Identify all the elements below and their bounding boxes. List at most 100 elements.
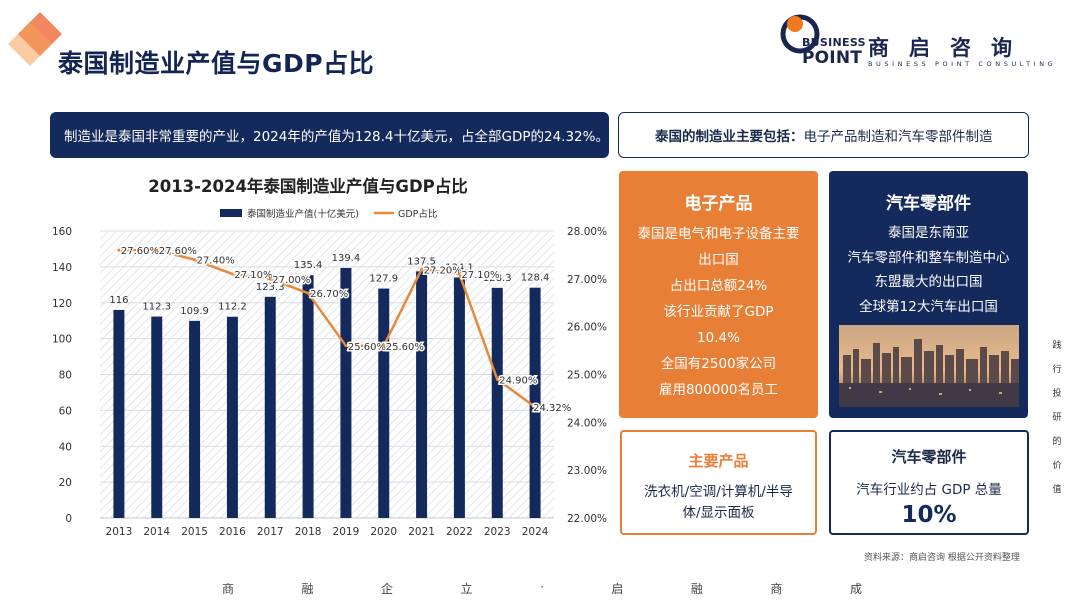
- bar-data-label: 127.9: [369, 274, 398, 285]
- y-left-tick-label: 40: [59, 441, 72, 453]
- electronics-line: 10.4%: [697, 330, 740, 346]
- electronics-card: 电子产品 泰国是电气和电子设备主要 出口国 占出口总额24% 该行业贡献了GDP…: [619, 171, 818, 418]
- bar-manufacturing-output: [189, 320, 201, 518]
- y-right-tick-label: 22.00%: [567, 513, 607, 525]
- bar-data-label: 134.1: [445, 262, 474, 273]
- chart-title: 2013-2024年泰国制造业产值与GDP占比: [148, 176, 468, 196]
- x-tick-label: 2022: [446, 526, 473, 538]
- auto-parts-line: 东盟最大的出口国: [874, 274, 983, 290]
- main-products-title: 主要产品: [688, 452, 749, 470]
- line-data-label: 26.70%: [310, 289, 348, 300]
- legend-label-line: GDP占比: [398, 208, 437, 220]
- footer-slogan-char: ·: [540, 580, 544, 594]
- auto-gdp-share-desc: 汽车行业约占 GDP 总量: [856, 482, 1002, 498]
- line-data-label: 27.60%: [159, 246, 197, 257]
- x-tick-label: 2023: [484, 526, 511, 538]
- line-data-label: 27.40%: [197, 256, 235, 267]
- line-data-label: 27.20%: [424, 265, 462, 276]
- gdp-share-point: [457, 272, 461, 276]
- bar-manufacturing-output: [491, 287, 503, 518]
- footer-slogan-char: 商: [770, 582, 783, 596]
- line-data-label: 25.60%: [386, 342, 424, 353]
- vertical-slogan-char: 的: [1052, 437, 1062, 447]
- y-right-tick-label: 28.00%: [567, 226, 607, 238]
- legend-label-bars: 泰国制造业产值(十亿美元): [247, 208, 359, 220]
- footer-slogan-char: 立: [460, 582, 473, 596]
- electronics-line: 全国有2500家公司: [660, 356, 777, 372]
- vertical-slogan: 践 行 投 研 的 价 值: [1051, 338, 1063, 506]
- footer-slogan-char: 启: [611, 582, 624, 596]
- auto-parts-line: 全球第12大汽车出口国: [859, 298, 998, 315]
- electronics-line: 出口国: [698, 252, 739, 268]
- gdp-share-point: [193, 258, 197, 262]
- y-right-tick-label: 23.00%: [567, 465, 607, 477]
- x-tick-label: 2014: [143, 526, 170, 538]
- bar-data-label: 123.3: [256, 282, 285, 293]
- footer-slogan-char: 融: [690, 582, 703, 596]
- vertical-slogan-char: 行: [1052, 365, 1062, 375]
- bar-data-label: 135.4: [294, 260, 323, 271]
- electronics-title: 电子产品: [684, 194, 753, 214]
- y-right-tick-label: 27.00%: [567, 274, 607, 286]
- summary-text: 制造业是泰国非常重要的产业，2024年的产值为128.4十亿美元，占全部GDP的…: [64, 129, 609, 145]
- bar-manufacturing-output: [226, 316, 238, 518]
- auto-parts-lines: 泰国是东南亚 汽车零部件和整车制造中心 东盟最大的出口国 全球第12大汽车出口国: [829, 221, 1028, 319]
- gdp-share-point: [344, 344, 348, 348]
- line-data-label: 25.60%: [348, 342, 386, 353]
- auto-parts-line: 汽车零部件和整车制造中心: [847, 249, 1010, 266]
- auto-parts-title: 汽车零部件: [886, 194, 971, 214]
- bar-manufacturing-output: [302, 275, 314, 518]
- gdp-share-point: [495, 377, 499, 381]
- bar-manufacturing-output: [113, 309, 125, 518]
- line-data-label: 24.90%: [499, 375, 537, 386]
- line-data-label: 27.10%: [461, 270, 499, 281]
- summary-bar: 制造业是泰国非常重要的产业，2024年的产值为128.4十亿美元，占全部GDP的…: [50, 112, 609, 158]
- bar-data-label: 109.9: [180, 306, 209, 317]
- logo-tagline: BUSINESS POINT CONSULTING: [868, 60, 1057, 68]
- gdp-share-point: [533, 405, 537, 409]
- line-data-label: 27.00%: [272, 275, 310, 286]
- city-skyline-image: [839, 325, 1019, 407]
- main-products-desc: 洗衣机/空调/计算机/半导体/显示面板: [644, 484, 793, 521]
- legend-swatch-bars: [220, 209, 242, 217]
- footer-slogan: 商 融 企 立 · 启 融 商 成: [222, 580, 862, 597]
- y-left-tick-label: 100: [52, 334, 72, 346]
- chart-container: 2013-2024年泰国制造业产值与GDP占比泰国制造业产值(十亿美元) GDP占…: [50, 170, 610, 550]
- bar-manufacturing-output: [453, 277, 465, 518]
- main-products-card: 主要产品 洗衣机/空调/计算机/半导体/显示面板: [620, 430, 817, 535]
- bar-data-label: 139.4: [332, 253, 361, 264]
- vertical-slogan-char: 值: [1052, 485, 1062, 495]
- line-data-label: 24.32%: [533, 403, 571, 414]
- x-tick-label: 2021: [408, 526, 435, 538]
- focus-label: 泰国的制造业主要包括：: [655, 129, 804, 145]
- footer-slogan-char: 融: [301, 582, 314, 596]
- x-tick-label: 2015: [181, 526, 208, 538]
- corner-decoration: [8, 12, 62, 66]
- bar-data-label: 116: [109, 295, 128, 306]
- gdp-share-point: [230, 272, 234, 276]
- bar-manufacturing-output: [529, 287, 541, 518]
- bar-manufacturing-output: [340, 267, 352, 518]
- auto-parts-line: 泰国是东南亚: [888, 225, 969, 241]
- y-right-tick-label: 26.00%: [567, 322, 607, 334]
- bar-data-label: 112.2: [218, 302, 247, 313]
- electronics-lines: 泰国是电气和电子设备主要 出口国 占出口总额24% 该行业贡献了GDP 10.4…: [619, 221, 818, 403]
- y-left-tick-label: 80: [59, 370, 72, 382]
- vertical-slogan-char: 践: [1052, 341, 1062, 351]
- gdp-share-point: [117, 248, 121, 252]
- electronics-line: 泰国是电气和电子设备主要: [637, 226, 800, 242]
- line-data-label: 27.60%: [121, 246, 159, 257]
- gdp-share-point: [155, 248, 159, 252]
- x-tick-label: 2013: [106, 526, 133, 538]
- page-title: 泰国制造业产值与GDP占比: [58, 49, 375, 78]
- bar-manufacturing-output: [151, 316, 163, 518]
- auto-parts-card: 汽车零部件 泰国是东南亚 汽车零部件和整车制造中心 东盟最大的出口国 全球第12…: [829, 171, 1028, 418]
- source-note: 资料来源：商启咨询 根据公开资料整理: [864, 553, 1020, 563]
- auto-gdp-share-title: 汽车零部件: [891, 448, 967, 466]
- footer-slogan-char: 成: [849, 582, 862, 596]
- y-left-tick-label: 160: [52, 226, 72, 238]
- auto-gdp-share-card: 汽车零部件 汽车行业约占 GDP 总量 10%: [829, 430, 1029, 535]
- auto-gdp-share-value: 10%: [901, 502, 957, 528]
- footer-slogan-char: 企: [381, 582, 394, 596]
- logo-chinese-name: 商启咨询: [868, 36, 1032, 60]
